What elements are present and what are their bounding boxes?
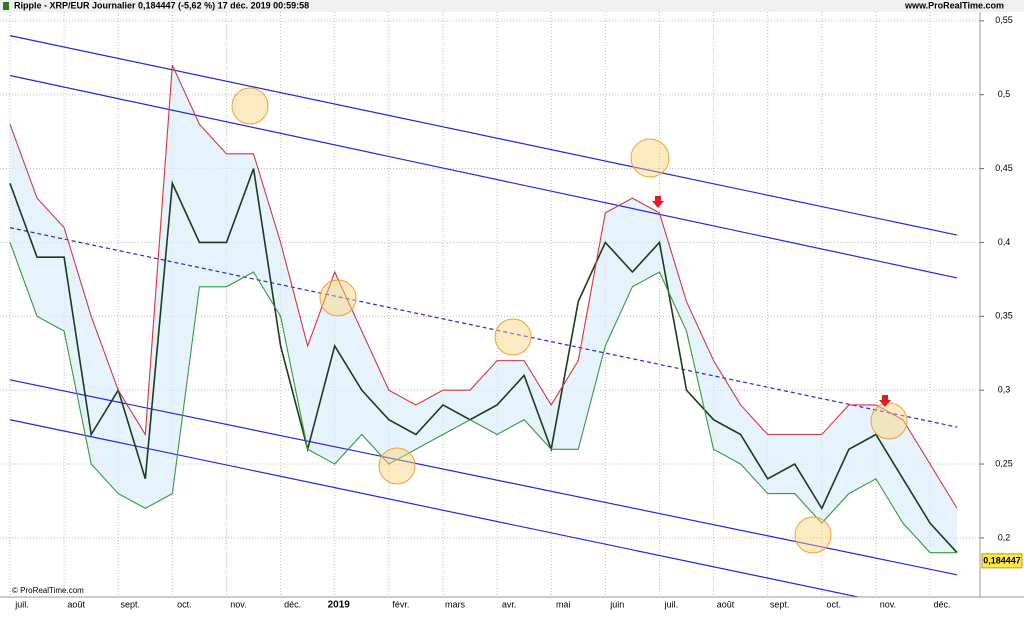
x-tick-label: déc. — [284, 599, 301, 609]
last-price-box — [981, 553, 1023, 569]
y-tick-label: 0,45 — [995, 163, 1013, 173]
x-tick-label: août — [67, 599, 85, 609]
y-tick-label: 0,25 — [995, 458, 1013, 468]
x-tick-label: mai — [556, 599, 571, 609]
series-line — [9, 64, 958, 509]
copyright: © ProRealTime.com — [12, 586, 84, 595]
channel-line — [9, 74, 958, 279]
y-tick-label: 0,5 — [998, 89, 1011, 99]
plot — [0, 12, 980, 597]
series-line — [9, 242, 958, 554]
x-tick-label: août — [717, 599, 735, 609]
x-tick-label: mars — [445, 599, 465, 609]
source: www.ProRealTime.com — [904, 0, 1004, 10]
x-tick-label: nov. — [880, 599, 896, 609]
chart-title: Ripple - XRP/EUR Journalier 0,184447 (-5… — [14, 0, 309, 10]
x-tick-label: nov. — [230, 599, 246, 609]
signal-arrow — [652, 196, 664, 208]
x-tick-label: sept. — [770, 599, 790, 609]
channel-line — [9, 379, 958, 576]
x-tick-label: oct. — [177, 599, 192, 609]
series-line — [9, 168, 958, 554]
x-tick-label: déc. — [934, 599, 951, 609]
x-tick-label: oct. — [827, 599, 842, 609]
y-tick-label: 0,2 — [998, 532, 1011, 542]
highlight-circle — [378, 447, 416, 485]
highlight-circle — [794, 516, 832, 554]
highlight-circle — [319, 279, 357, 317]
last-price-label: 0,184447 — [983, 555, 1021, 565]
annotations — [231, 87, 908, 554]
x-tick-label: juil. — [14, 599, 29, 609]
header-bar — [0, 0, 1024, 12]
x-tick-label: sept. — [120, 599, 140, 609]
highlight-circle — [870, 402, 908, 440]
signal-arrow — [879, 395, 891, 407]
x-tick-label: juin — [609, 599, 624, 609]
x-tick-label: 2019 — [328, 600, 351, 611]
channel-line — [9, 227, 958, 428]
y-tick-label: 0,55 — [995, 15, 1013, 25]
highlight-circle — [494, 318, 532, 356]
x-tick-label: févr. — [392, 599, 409, 609]
y-tick-label: 0,35 — [995, 311, 1013, 321]
channel-line — [9, 419, 862, 597]
y-tick-label: 0,3 — [998, 385, 1011, 395]
channel-line — [9, 35, 958, 236]
highlight-circle — [630, 138, 670, 178]
y-tick-label: 0,4 — [998, 237, 1011, 247]
logo — [3, 2, 9, 10]
highlight-circle — [231, 87, 269, 125]
x-tick-label: juil. — [664, 599, 679, 609]
x-tick-label: avr. — [502, 599, 517, 609]
